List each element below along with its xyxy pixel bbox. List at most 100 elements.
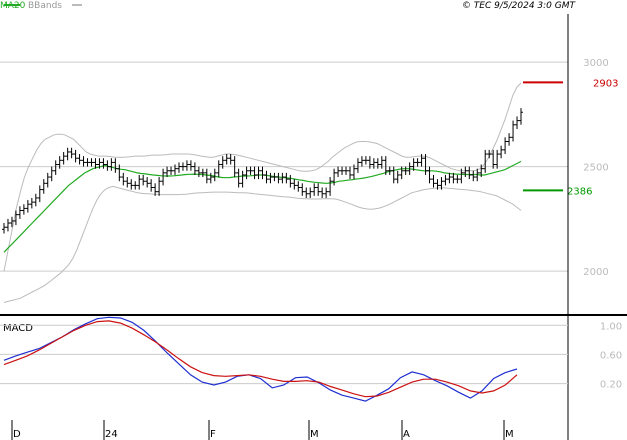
price-bar <box>491 149 496 169</box>
price-bar <box>320 187 325 198</box>
price-bar <box>101 158 106 169</box>
price-bar <box>184 160 189 171</box>
price-bar <box>419 154 424 167</box>
price-bar <box>336 166 341 178</box>
price-bar <box>73 149 78 163</box>
price-bar <box>519 108 523 125</box>
x-axis-label: D <box>13 429 21 440</box>
price-bar <box>165 166 170 178</box>
macd-panel: MACD 1.00 0.60 0.20 <box>0 316 622 402</box>
price-bar <box>347 166 352 180</box>
price-bar <box>487 149 492 159</box>
price-bar <box>427 166 432 184</box>
copyright-text: © TEC 9/5/2024 3:0 GMT <box>462 1 577 11</box>
price-bar <box>296 181 301 192</box>
price-bar <box>244 166 249 180</box>
price-bar <box>499 145 504 159</box>
price-bar <box>81 156 86 167</box>
price-bar <box>503 137 508 155</box>
price-bar <box>511 120 516 142</box>
price-bar <box>455 174 460 184</box>
x-axis-label: M <box>505 429 514 440</box>
price-bar <box>328 177 333 196</box>
price-bar <box>109 158 114 171</box>
price-bar <box>300 183 305 196</box>
price-bar <box>399 166 404 180</box>
price-bar <box>9 216 14 228</box>
price-bar <box>200 168 205 178</box>
price-bar <box>85 158 90 167</box>
price-bar <box>264 170 269 184</box>
price-bar <box>391 166 396 184</box>
price-bar <box>13 210 18 226</box>
price-bar <box>308 187 313 198</box>
price-bar <box>212 168 217 182</box>
price-bar <box>324 187 329 198</box>
price-bar <box>483 149 488 173</box>
x-axis: D 24 F M A M <box>11 420 514 440</box>
price-bar <box>204 168 209 184</box>
price-bar <box>475 168 480 182</box>
price-bar <box>232 156 237 178</box>
price-bar <box>69 147 74 159</box>
price-bar <box>256 166 261 180</box>
price-bar <box>196 166 201 178</box>
bbands-legend-label: BBands <box>28 1 62 11</box>
price-bar <box>288 174 293 188</box>
price-bar <box>351 164 356 180</box>
price-bar <box>121 172 126 186</box>
price-bar <box>93 158 98 169</box>
price-bar <box>129 179 134 190</box>
price-bar <box>149 179 154 192</box>
bollinger-lower-line <box>3 185 522 303</box>
price-bar <box>423 154 428 175</box>
price-bar <box>284 172 289 184</box>
price-bar <box>228 154 233 165</box>
price-bar <box>89 158 94 167</box>
support-level-label: 2386 <box>567 186 592 197</box>
price-bar <box>260 166 265 180</box>
price-bar <box>153 183 158 196</box>
price-bar <box>463 166 468 178</box>
x-axis-label: M <box>310 429 319 440</box>
resistance-level-label: 2903 <box>593 78 618 89</box>
price-bar <box>439 177 444 190</box>
price-bar <box>304 187 309 198</box>
price-bars <box>2 108 523 234</box>
price-bar <box>383 156 388 175</box>
price-bar <box>220 156 225 169</box>
price-bar <box>451 172 456 184</box>
price-bar <box>495 149 500 169</box>
price-bar <box>37 185 42 203</box>
price-bar <box>141 174 146 186</box>
price-bar <box>332 168 337 186</box>
price-y-tick-label: 3000 <box>583 58 608 69</box>
price-bar <box>208 172 213 184</box>
price-bar <box>145 177 150 188</box>
price-bar <box>157 177 162 196</box>
price-bar <box>272 172 277 182</box>
price-bar <box>312 183 317 196</box>
price-bar <box>411 158 416 171</box>
price-bar <box>375 158 380 169</box>
price-bar <box>415 158 420 167</box>
price-bar <box>53 160 58 175</box>
price-bar <box>252 166 257 180</box>
price-bar <box>292 179 297 190</box>
price-bar <box>21 204 26 215</box>
price-bar <box>316 183 321 196</box>
price-bar <box>268 172 273 184</box>
price-bar <box>359 156 364 167</box>
price-bar <box>45 172 50 188</box>
price-bar <box>515 116 520 129</box>
x-axis-label: A <box>403 429 410 440</box>
price-bar <box>443 174 448 186</box>
ma20-legend-label: MA20 <box>0 1 26 11</box>
price-bar <box>344 166 349 175</box>
price-bar <box>169 166 174 175</box>
x-axis-label: 24 <box>105 429 118 440</box>
macd-y-tick-label: 0.60 <box>600 350 622 361</box>
price-bar <box>471 170 476 182</box>
x-axis-label: F <box>210 429 216 440</box>
